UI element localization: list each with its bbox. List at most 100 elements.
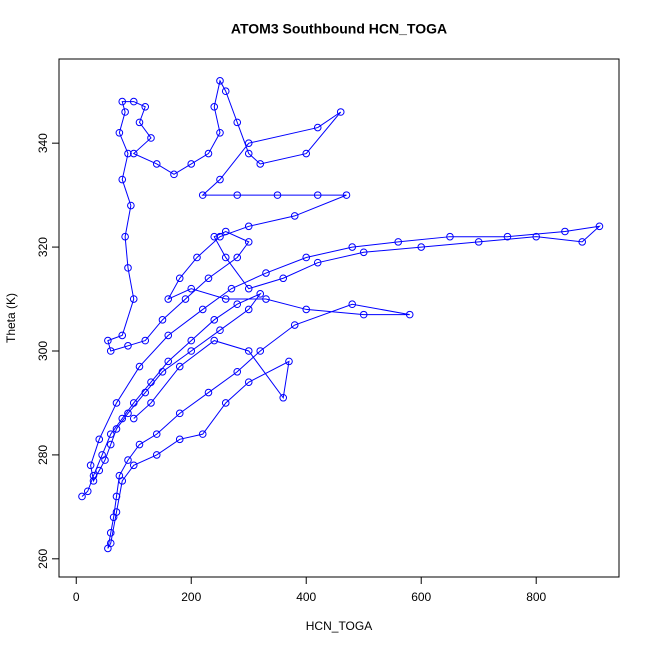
data-point xyxy=(359,248,368,257)
data-point xyxy=(175,435,184,444)
data-point xyxy=(262,295,270,303)
plot-box xyxy=(58,58,620,578)
y-tick-label: 340 xyxy=(36,133,50,153)
data-point xyxy=(233,300,242,309)
data-point xyxy=(233,253,242,262)
data-point xyxy=(127,201,135,210)
data-point xyxy=(158,367,167,376)
data-point xyxy=(129,97,138,106)
data-point xyxy=(216,175,224,184)
data-point xyxy=(106,529,115,537)
data-point xyxy=(405,310,414,319)
x-tick-label: 600 xyxy=(411,590,431,604)
data-point xyxy=(279,274,288,283)
data-point xyxy=(115,128,124,137)
y-axis-label: Theta (K) xyxy=(4,293,18,343)
data-point xyxy=(302,253,311,262)
data-point xyxy=(95,466,104,475)
data-point xyxy=(86,461,95,470)
data-point xyxy=(216,77,224,85)
data-point xyxy=(532,232,541,241)
data-point xyxy=(106,440,115,449)
data-point xyxy=(285,357,293,366)
data-point xyxy=(221,399,230,407)
data-point xyxy=(290,321,299,329)
data-point xyxy=(129,295,138,303)
data-point xyxy=(175,274,184,283)
data-point xyxy=(290,212,299,220)
data-point xyxy=(118,414,127,423)
data-point xyxy=(95,435,104,444)
y-tick-label: 320 xyxy=(36,237,50,257)
data-point xyxy=(313,191,322,199)
data-point xyxy=(118,477,127,485)
data-point xyxy=(112,492,121,501)
data-point xyxy=(152,430,161,438)
data-point xyxy=(187,347,196,355)
data-point xyxy=(198,191,207,199)
data-point xyxy=(164,331,173,340)
data-point xyxy=(578,238,587,246)
y-tick-label: 260 xyxy=(36,548,50,568)
data-point xyxy=(279,393,288,402)
data-point xyxy=(256,160,265,168)
data-point xyxy=(244,222,253,231)
data-point xyxy=(124,341,132,350)
data-point xyxy=(135,440,144,449)
data-point xyxy=(118,97,127,106)
data-point xyxy=(336,108,345,116)
data-point xyxy=(273,191,282,199)
data-point xyxy=(198,430,207,438)
data-point xyxy=(147,399,155,407)
data-point xyxy=(216,128,224,137)
data-point xyxy=(221,295,230,303)
data-point xyxy=(233,191,242,199)
data-point xyxy=(141,102,150,111)
data-point xyxy=(101,456,109,464)
data-point xyxy=(104,336,112,345)
data-point xyxy=(394,238,403,246)
data-point xyxy=(221,253,230,262)
data-point xyxy=(342,191,351,199)
data-point xyxy=(244,284,253,293)
data-point xyxy=(244,149,253,158)
data-point xyxy=(135,362,144,371)
data-point xyxy=(193,253,201,262)
data-point xyxy=(204,274,213,283)
data-point xyxy=(129,461,138,470)
data-point xyxy=(244,305,253,314)
data-point xyxy=(348,300,357,309)
x-tick-label: 400 xyxy=(296,590,316,604)
data-point xyxy=(216,326,224,335)
data-point xyxy=(503,232,512,241)
data-point xyxy=(417,243,426,251)
x-tick-label: 200 xyxy=(181,590,201,604)
data-point xyxy=(147,378,155,386)
data-point xyxy=(313,258,322,267)
data-point xyxy=(302,149,311,158)
data-point xyxy=(221,87,230,96)
data-point xyxy=(210,102,219,111)
data-line xyxy=(81,79,602,549)
data-point xyxy=(244,378,253,386)
data-point xyxy=(233,118,242,127)
data-point xyxy=(164,295,173,303)
data-point xyxy=(244,238,253,246)
data-point xyxy=(227,284,236,293)
data-point xyxy=(221,227,230,236)
y-tick-label: 300 xyxy=(36,341,50,361)
data-point xyxy=(175,409,184,418)
data-point xyxy=(106,430,115,438)
data-point xyxy=(141,336,150,345)
data-point xyxy=(78,492,86,501)
data-point xyxy=(106,347,115,355)
data-point xyxy=(244,139,253,147)
x-axis-label: HCN_TOGA xyxy=(306,619,372,633)
data-point xyxy=(210,316,219,324)
data-point xyxy=(152,160,161,168)
data-point xyxy=(187,284,196,293)
data-point xyxy=(124,149,132,158)
data-point xyxy=(158,316,167,324)
data-point xyxy=(210,232,219,241)
